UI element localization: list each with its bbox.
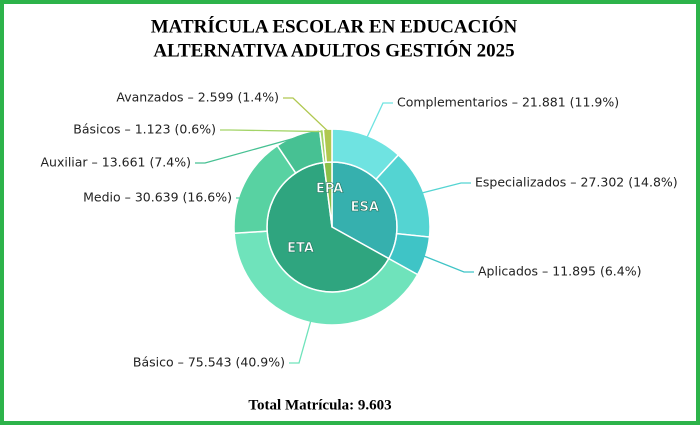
connector: [283, 97, 329, 132]
connector: [289, 320, 312, 364]
segment-label: Complementarios – 21.881 (11.9%): [397, 95, 619, 110]
segment-label: Avanzados – 2.599 (1.4%): [116, 90, 279, 105]
inner-label: ETA: [287, 241, 314, 256]
chart: MATRÍCULA ESCOLAR EN EDUCACIÓN ALTERNATI…: [40, 15, 678, 413]
segment-label: Auxiliar – 13.661 (7.4%): [40, 155, 191, 170]
segment-label: Especializados – 27.302 (14.8%): [475, 175, 678, 190]
total-label: Total Matrícula: 9.603: [248, 397, 391, 413]
segment-label: Aplicados – 11.895 (6.4%): [478, 264, 641, 279]
inner-label: ESA: [351, 200, 379, 215]
segment-label: Medio – 30.639 (16.6%): [83, 190, 232, 205]
segment-label: Básico – 75.543 (40.9%): [133, 355, 285, 370]
connector: [220, 129, 322, 133]
segment-label: Básicos – 1.123 (0.6%): [73, 122, 216, 137]
inner-label: EPA: [316, 182, 343, 197]
chart-title: ALTERNATIVA ADULTOS GESTIÓN 2025: [153, 39, 514, 61]
chart-title: MATRÍCULA ESCOLAR EN EDUCACIÓN: [151, 15, 518, 37]
connector: [421, 182, 471, 194]
connector: [366, 102, 393, 138]
connector: [195, 136, 299, 164]
connector: [423, 255, 474, 273]
outer-segment: [233, 230, 419, 326]
connector: [236, 184, 247, 199]
